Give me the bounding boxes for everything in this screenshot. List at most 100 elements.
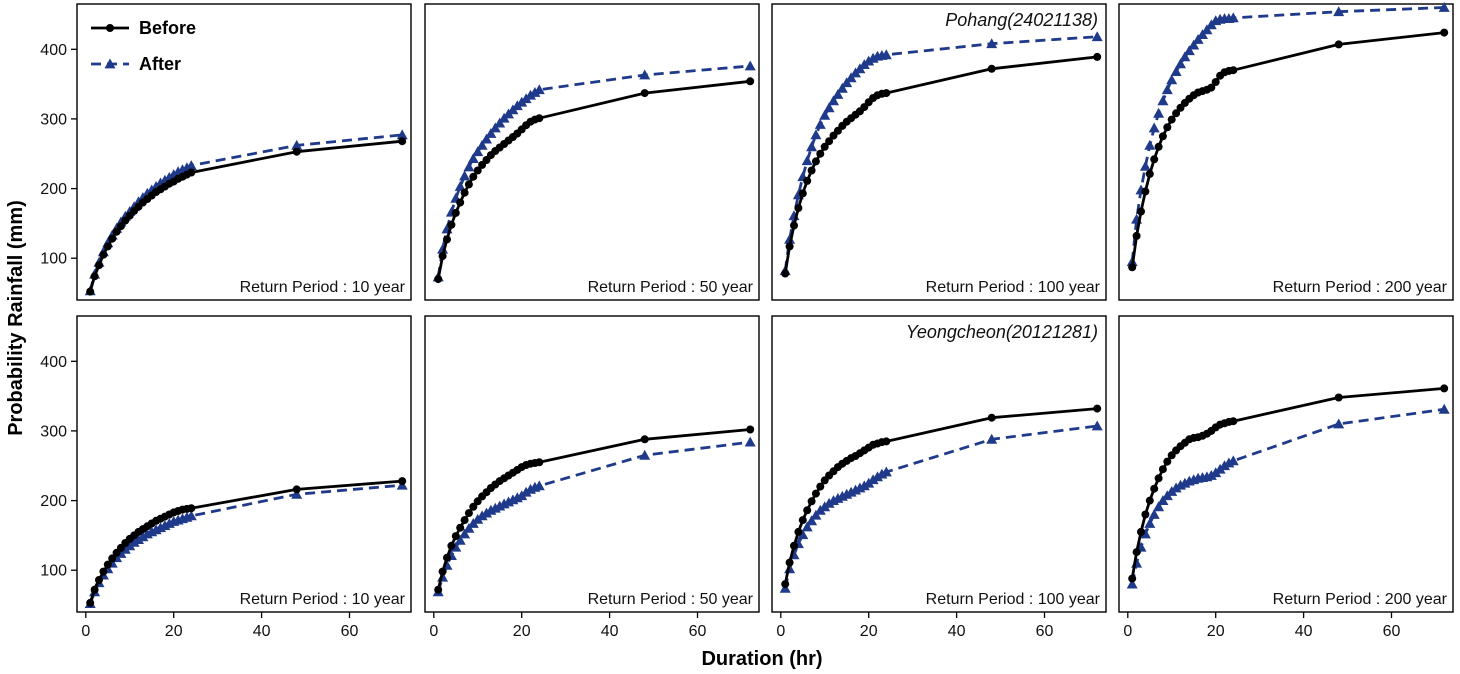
x-tick-label: 40 bbox=[601, 623, 619, 640]
data-point-before bbox=[882, 89, 891, 98]
data-point-before bbox=[460, 188, 469, 197]
data-point-after bbox=[1333, 418, 1345, 429]
data-point-before bbox=[447, 541, 456, 550]
data-point-before bbox=[1154, 142, 1163, 151]
data-point-after bbox=[1148, 509, 1160, 519]
data-point-after bbox=[467, 153, 479, 163]
series-after bbox=[1126, 403, 1450, 589]
data-point-after bbox=[1148, 122, 1160, 133]
legend-entry-before: Before bbox=[91, 18, 196, 38]
data-point-after bbox=[291, 488, 303, 499]
return-period-label: Return Period : 10 year bbox=[240, 279, 406, 296]
data-point-before bbox=[1093, 52, 1102, 61]
data-point-after bbox=[137, 531, 149, 542]
x-tick-label: 20 bbox=[860, 623, 878, 640]
y-tick-label: 200 bbox=[40, 493, 67, 510]
data-point-before bbox=[108, 554, 117, 563]
return-period-label: Return Period : 200 year bbox=[1273, 279, 1448, 296]
data-point-before bbox=[794, 527, 803, 536]
data-point-before bbox=[1154, 474, 1163, 483]
data-point-after bbox=[525, 89, 536, 100]
data-point-after bbox=[784, 233, 796, 244]
data-point-after bbox=[454, 534, 466, 545]
y-tick-label: 300 bbox=[40, 111, 67, 128]
data-point-after bbox=[1157, 95, 1169, 106]
data-point-before bbox=[811, 157, 820, 166]
data-point-before bbox=[469, 502, 478, 511]
x-tick-label: 20 bbox=[165, 623, 183, 640]
data-point-after bbox=[806, 141, 818, 152]
panel-8: Return Period : 200 year bbox=[1118, 315, 1454, 613]
data-point-after bbox=[459, 170, 471, 181]
panel-frame bbox=[771, 315, 1107, 613]
legend-marker-after bbox=[104, 58, 116, 69]
data-point-before bbox=[803, 176, 812, 185]
data-point-after bbox=[459, 528, 471, 539]
data-point-after bbox=[1091, 420, 1103, 431]
data-point-before bbox=[1334, 393, 1343, 402]
x-tick-label: 20 bbox=[1207, 623, 1225, 640]
data-point-before bbox=[794, 204, 803, 213]
return-period-label: Return Period : 100 year bbox=[926, 591, 1101, 608]
data-point-after bbox=[520, 486, 532, 497]
data-point-before bbox=[1150, 155, 1159, 164]
panel-5: Return Period : 10 year bbox=[76, 315, 412, 613]
data-point-after bbox=[128, 536, 140, 547]
y-tick-label: 300 bbox=[40, 423, 67, 440]
x-tick-label: 40 bbox=[948, 623, 966, 640]
data-point-before bbox=[807, 497, 816, 506]
data-point-before bbox=[1137, 207, 1145, 216]
data-point-after bbox=[1139, 528, 1151, 539]
panel-2: Return Period : 50 year bbox=[424, 3, 760, 301]
data-point-after bbox=[1175, 58, 1186, 69]
data-point-before bbox=[464, 509, 473, 518]
data-point-after bbox=[863, 55, 875, 66]
data-point-before bbox=[103, 242, 112, 251]
data-point-before bbox=[95, 576, 103, 584]
data-point-before bbox=[443, 553, 451, 562]
data-point-after bbox=[810, 129, 822, 140]
data-point-before bbox=[785, 242, 794, 251]
series-after bbox=[432, 60, 756, 282]
data-point-before bbox=[456, 523, 465, 532]
station-label: Pohang(24021138) bbox=[945, 10, 1098, 30]
panel-3: Return Period : 100 year Pohang(24021138) bbox=[771, 3, 1107, 301]
data-point-after bbox=[291, 139, 303, 150]
data-point-after bbox=[472, 146, 484, 157]
data-point-after bbox=[533, 480, 545, 491]
data-point-before bbox=[1211, 78, 1220, 86]
x-tick-label: 0 bbox=[81, 623, 90, 640]
data-point-before bbox=[464, 180, 473, 189]
data-point-before bbox=[1207, 83, 1216, 92]
series-after bbox=[1126, 2, 1450, 267]
data-point-before bbox=[1132, 548, 1141, 557]
x-tick-label: 0 bbox=[429, 623, 438, 640]
y-axis-title: Probability Rainfall (mm) bbox=[5, 200, 27, 436]
data-point-after bbox=[1170, 482, 1182, 493]
data-point-before bbox=[1163, 123, 1172, 132]
data-point-after bbox=[797, 529, 809, 540]
data-point-before bbox=[438, 567, 447, 576]
x-tick-label: 0 bbox=[776, 623, 785, 640]
data-point-after bbox=[1205, 470, 1217, 480]
data-point-before bbox=[535, 458, 544, 467]
data-point-after bbox=[880, 49, 892, 60]
data-point-before bbox=[535, 114, 544, 123]
series-after bbox=[779, 31, 1103, 276]
data-point-after bbox=[986, 38, 998, 49]
data-point-before bbox=[1440, 28, 1449, 37]
x-tick-label: 40 bbox=[1295, 623, 1313, 640]
data-point-before bbox=[447, 220, 456, 229]
data-point-after bbox=[1153, 107, 1165, 118]
data-point-before bbox=[1128, 263, 1137, 272]
data-point-after bbox=[1227, 12, 1239, 23]
return-period-label: Return Period : 50 year bbox=[588, 591, 754, 608]
data-point-before bbox=[798, 189, 807, 198]
x-tick-label: 0 bbox=[1123, 623, 1132, 640]
data-point-before bbox=[108, 234, 117, 243]
data-point-after bbox=[1091, 31, 1103, 42]
x-tick-label: 60 bbox=[689, 623, 707, 640]
data-point-after bbox=[454, 181, 466, 191]
